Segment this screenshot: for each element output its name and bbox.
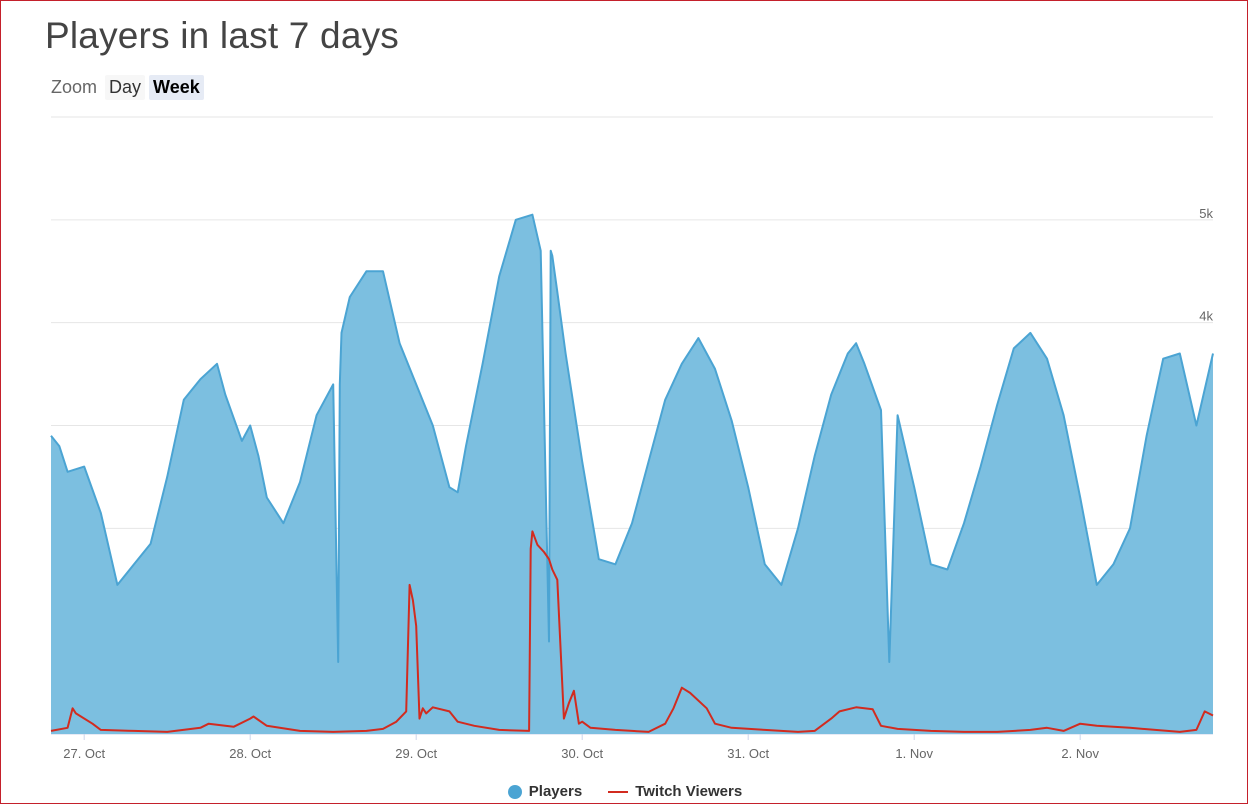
x-tick-label: 1. Nov [895,746,933,761]
legend-label-players: Players [528,783,583,800]
players-area [51,214,1213,734]
legend-item-players[interactable]: Players [507,783,583,800]
y-tick-label: 4k [1199,309,1213,324]
twitch-legend-line-icon [608,790,629,793]
x-tick-label: 28. Oct [229,746,271,761]
players-legend-dot-icon [507,784,522,799]
players-line [50,213,1214,663]
x-tick-label: 2. Nov [1061,746,1099,761]
x-tick-label: 29. Oct [395,746,437,761]
x-tick-label: 31. Oct [727,746,769,761]
legend-item-twitch[interactable]: Twitch Viewers [608,783,742,800]
zoom-controls: Zoom Day Week [51,75,204,100]
zoom-day-button[interactable]: Day [105,75,146,100]
y-tick-label: 5k [1199,206,1213,221]
chart-title: Players in last 7 days [45,15,400,56]
twitch-viewers-line [50,530,1214,733]
legend-label-twitch: Twitch Viewers [635,783,743,800]
zoom-week-button[interactable]: Week [149,75,204,100]
zoom-label: Zoom [51,77,98,97]
x-tick-label: 27. Oct [63,746,105,761]
x-tick-label: 30. Oct [561,746,603,761]
legend: Players Twitch Viewers [1,783,1248,800]
